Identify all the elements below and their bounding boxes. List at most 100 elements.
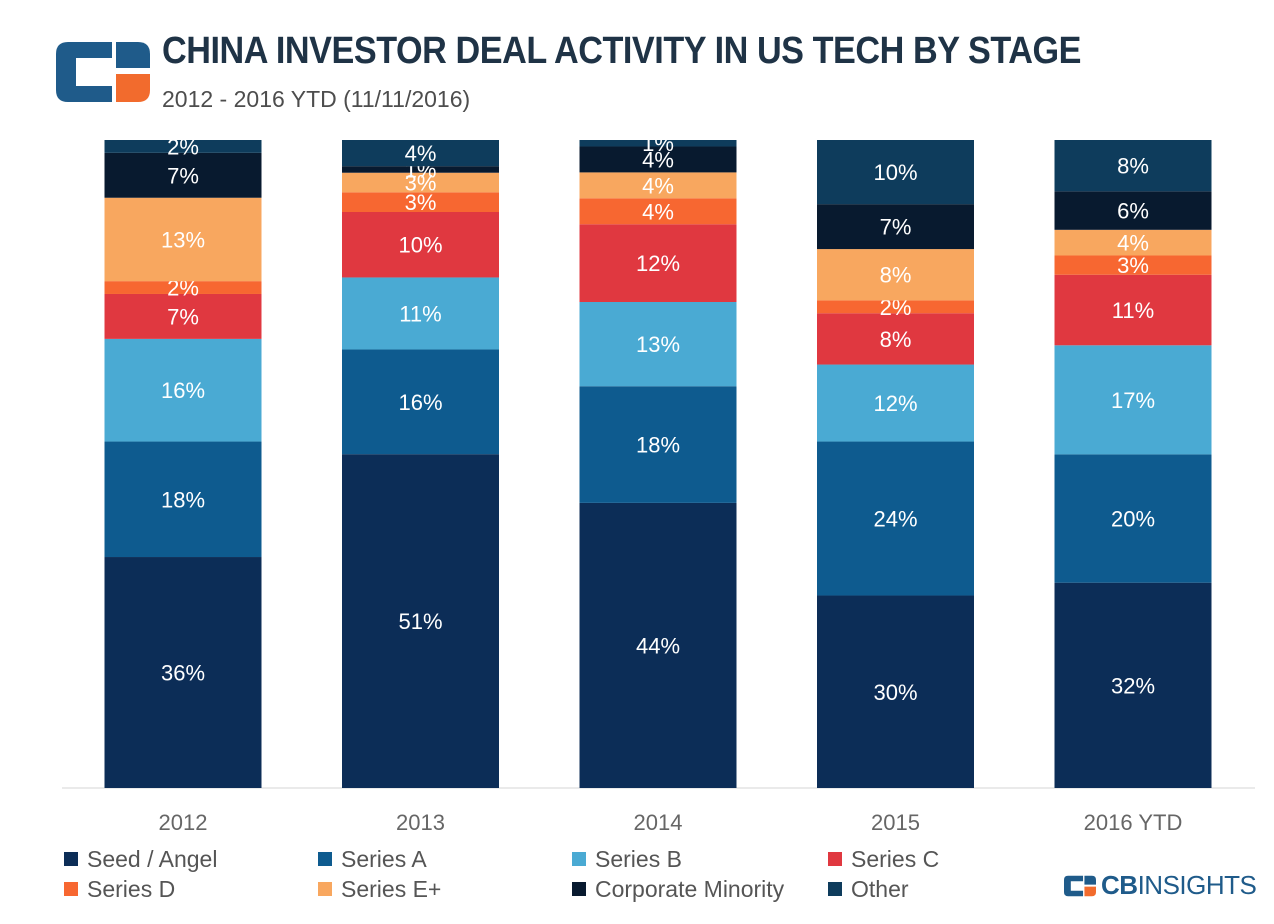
bar-segment (104, 197, 262, 282)
data-label: 7% (880, 215, 912, 240)
legend-label: Seed / Angel (87, 845, 218, 872)
legend-label: Corporate Minority (595, 875, 785, 902)
brand-icon (1064, 875, 1096, 896)
bar-segment (579, 140, 737, 147)
bar-segment (579, 224, 737, 302)
bar-segment (817, 313, 974, 365)
data-label: 12% (636, 251, 680, 276)
bar-segment (342, 166, 499, 173)
legend-swatch (318, 882, 332, 896)
legend-label: Series C (851, 845, 940, 872)
legend-label: Series D (87, 875, 176, 902)
data-label: 16% (398, 390, 442, 415)
data-label: 8% (880, 327, 912, 352)
bar-segment (817, 364, 974, 442)
chart-subtitle: 2012 - 2016 YTD (11/11/2016) (162, 86, 471, 112)
bar-segment (342, 212, 499, 278)
x-tick-label: 2013 (396, 810, 445, 835)
data-label: 3% (405, 190, 437, 215)
bar-segment (1054, 274, 1212, 346)
legend-swatch (828, 852, 842, 866)
bar-segment (104, 152, 262, 198)
data-label: 18% (636, 433, 680, 458)
bar-segment (342, 140, 499, 167)
data-label: 36% (161, 661, 205, 686)
bar-segment (104, 557, 262, 788)
data-label: 1% (642, 131, 674, 156)
brand-name: CBINSIGHTS (1101, 870, 1257, 901)
data-label: 20% (1111, 507, 1155, 532)
legend-item: Series B (572, 845, 682, 873)
data-label: 4% (642, 147, 674, 172)
x-tick-label: 2016 YTD (1084, 810, 1183, 835)
bar-segment (1054, 454, 1212, 583)
bar-segment (579, 386, 737, 503)
data-label: 3% (405, 171, 437, 196)
bar-segment (342, 192, 499, 212)
legend-item: Other (828, 875, 909, 903)
bar-segment (817, 249, 974, 301)
x-tick-label: 2012 (159, 810, 208, 835)
logo-bottom-right-block (116, 74, 150, 102)
legend-item: Series C (828, 845, 939, 873)
legend-label: Other (851, 875, 909, 902)
data-label: 30% (873, 680, 917, 705)
bar-segment (104, 293, 262, 339)
bar-segment (817, 595, 974, 788)
data-label: 11% (399, 301, 441, 326)
logo-left-block (56, 42, 112, 102)
data-label: 2% (167, 134, 199, 159)
x-tick-label: 2014 (634, 810, 683, 835)
data-label: 7% (167, 304, 199, 329)
data-label: 32% (1111, 673, 1155, 698)
legend-item: Corporate Minority (572, 875, 784, 903)
legend-swatch (572, 882, 586, 896)
data-label: 4% (642, 173, 674, 198)
legend-swatch (64, 882, 78, 896)
data-label: 24% (873, 507, 917, 532)
legend-item: Series E+ (318, 875, 441, 903)
x-tick-label: 2015 (871, 810, 920, 835)
cb-insights-logo (56, 42, 150, 102)
brand-name-bold: CB (1101, 870, 1138, 900)
data-label: 13% (161, 227, 205, 252)
bar-segment (817, 441, 974, 596)
brand-mark: CBINSIGHTS (1064, 870, 1257, 901)
legend-label: Series A (341, 845, 427, 872)
data-label: 6% (1117, 199, 1149, 224)
data-label: 4% (405, 141, 437, 166)
data-label: 10% (873, 160, 917, 185)
bar-segment (1054, 255, 1212, 275)
bar-segment (1054, 140, 1212, 192)
bar-segment (1054, 191, 1212, 230)
bar-segment (579, 302, 737, 387)
bar-segment (817, 300, 974, 314)
data-label: 8% (880, 263, 912, 288)
data-label: 10% (398, 233, 442, 258)
bar-segment (104, 338, 262, 442)
data-label: 44% (636, 633, 680, 658)
legend-label: Series E+ (341, 875, 442, 902)
bar-segment (104, 441, 262, 558)
bar-segment (1054, 582, 1212, 788)
brand-name-light: INSIGHTS (1137, 870, 1257, 900)
bar-segment (1054, 345, 1212, 455)
legend-item: Seed / Angel (64, 845, 217, 873)
bar-segment (579, 146, 737, 173)
data-label: 3% (1117, 253, 1149, 278)
bar-segment (817, 140, 974, 205)
bar-segment (104, 140, 262, 153)
bar-segment (817, 204, 974, 250)
data-label: 7% (167, 163, 199, 188)
legend-swatch (64, 852, 78, 866)
bar-segment (342, 172, 499, 193)
chart-title: CHINA INVESTOR DEAL ACTIVITY IN US TECH … (162, 30, 1082, 72)
logo-top-right-block (116, 42, 150, 68)
legend-item: Series D (64, 875, 175, 903)
bar-segment (342, 454, 499, 788)
bar-segment (579, 172, 737, 199)
bar-segment (1054, 229, 1212, 256)
data-label: 12% (873, 391, 917, 416)
data-label: 8% (1117, 154, 1149, 179)
